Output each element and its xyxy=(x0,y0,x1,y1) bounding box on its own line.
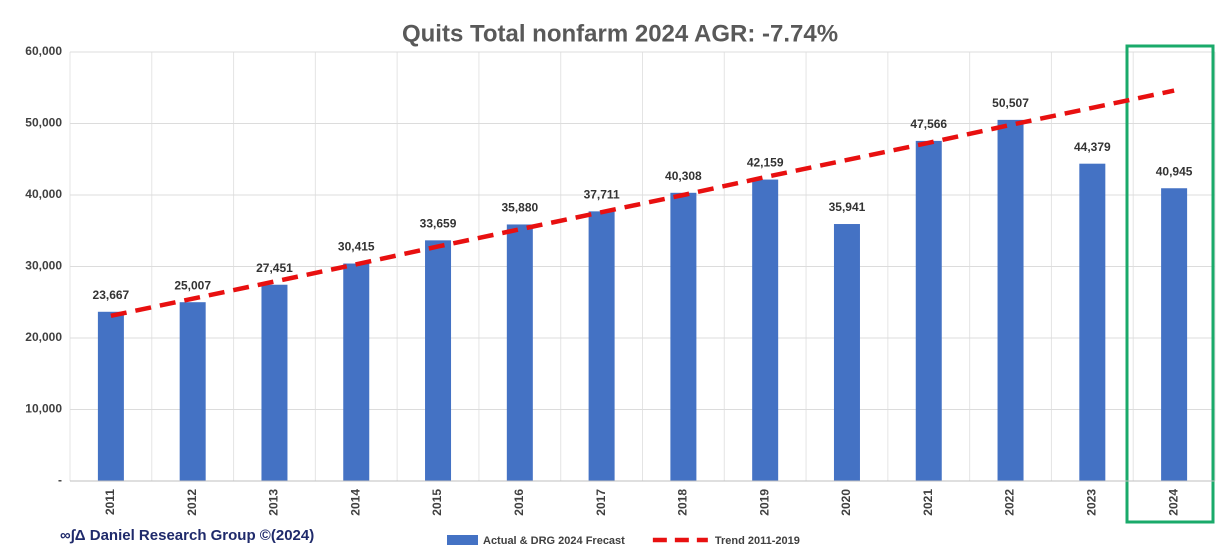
x-tick-label: 2013 xyxy=(267,489,281,516)
legend-label: Trend 2011-2019 xyxy=(715,535,800,547)
trend-line xyxy=(110,88,1175,319)
value-label: 25,007 xyxy=(174,278,211,292)
x-tick-label: 2012 xyxy=(185,489,199,516)
bar xyxy=(97,311,124,481)
y-tick-label: 60,000 xyxy=(25,44,62,58)
value-label: 30,415 xyxy=(338,240,375,254)
value-label: 35,880 xyxy=(501,201,538,215)
bar xyxy=(179,302,206,481)
x-tick-label: 2016 xyxy=(512,489,526,516)
x-tick-label: 2023 xyxy=(1084,489,1098,516)
x-tick-label: 2015 xyxy=(430,489,444,516)
x-tick-label: 2020 xyxy=(839,489,853,516)
chart-title: Quits Total nonfarm 2024 AGR: -7.74% xyxy=(402,20,838,47)
value-label: 37,711 xyxy=(584,188,620,202)
value-label: 27,451 xyxy=(256,261,293,275)
legend-swatch xyxy=(447,535,478,545)
value-label: 40,945 xyxy=(1156,164,1193,178)
bar xyxy=(343,263,370,481)
x-tick-label: 2018 xyxy=(676,489,690,516)
bar xyxy=(1161,188,1188,481)
bar xyxy=(425,240,452,481)
bar xyxy=(588,211,615,482)
bar xyxy=(261,284,288,481)
x-tick-label: 2019 xyxy=(757,489,771,516)
x-tick-label: 2017 xyxy=(594,489,608,516)
highlight-box xyxy=(1125,44,1215,524)
x-tick-label: 2024 xyxy=(1166,489,1180,516)
value-label: 23,667 xyxy=(93,288,130,302)
grid xyxy=(69,51,1216,482)
y-tick-label: 30,000 xyxy=(25,259,62,273)
bar xyxy=(752,179,779,481)
value-label: 42,159 xyxy=(747,156,784,170)
x-tick-label: 2014 xyxy=(348,489,362,516)
y-tick-label: 50,000 xyxy=(25,116,62,130)
bar xyxy=(1079,163,1106,481)
footer: ∞∫Δ Daniel Research Group ©(2024) xyxy=(60,527,314,544)
y-tick-label: - xyxy=(58,473,62,487)
value-label: 40,308 xyxy=(665,169,702,183)
x-tick-label: 2022 xyxy=(1003,489,1017,516)
value-label: 33,659 xyxy=(420,217,457,231)
y-tick-label: 10,000 xyxy=(25,402,62,416)
bar xyxy=(997,119,1024,482)
bar xyxy=(506,224,533,481)
bar xyxy=(670,192,697,482)
value-label: 35,941 xyxy=(829,200,866,214)
legend-label: Actual & DRG 2024 Frecast xyxy=(483,535,625,547)
bar xyxy=(833,224,860,481)
x-tick-label: 2021 xyxy=(921,489,935,516)
x-tick-label: 2011 xyxy=(103,489,117,515)
y-tick-label: 40,000 xyxy=(25,187,62,201)
bar xyxy=(915,140,942,481)
y-tick-label: 20,000 xyxy=(25,330,62,344)
value-label: 47,566 xyxy=(910,117,947,131)
value-label: 50,507 xyxy=(992,96,1029,110)
value-label: 44,379 xyxy=(1074,140,1111,154)
